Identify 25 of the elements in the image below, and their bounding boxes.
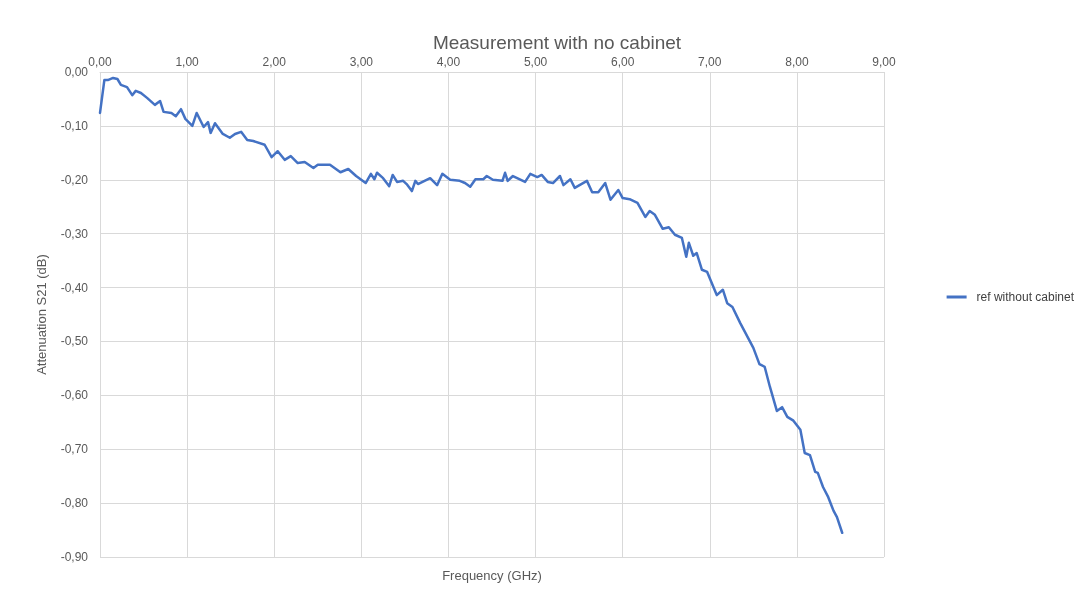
x-tick-label: 4,00: [436, 55, 461, 69]
y-tick-label: -0,90: [60, 550, 89, 564]
y-tick-label: -0,40: [60, 280, 89, 295]
chart-title: Measurement with no cabinet: [432, 32, 682, 53]
x-axis-title: Frequency (GHz): [442, 567, 542, 583]
y-tick-label: -0,80: [60, 496, 89, 511]
x-tick-label: 6,00: [610, 55, 635, 69]
y-tick-label: -0,10: [60, 118, 89, 133]
x-tick-label: 0,00: [88, 55, 112, 69]
line-series: [98, 76, 844, 534]
x-tick-label: 5,00: [523, 55, 548, 69]
y-tick-label: -0,30: [60, 226, 89, 241]
y-tick-label: -0,20: [60, 172, 89, 187]
y-tick-label: 0,00: [64, 65, 89, 79]
legend-label: ref without cabinet: [976, 290, 1075, 304]
y-axis-title: Attenuation S21 (dB): [34, 254, 49, 375]
x-tick-label: 9,00: [872, 55, 896, 69]
x-tick-label: 1,00: [175, 55, 200, 69]
y-tick-label: -0,70: [60, 442, 89, 457]
y-tick-label: -0,60: [60, 388, 89, 403]
x-tick-label: 3,00: [349, 55, 374, 69]
x-tick-label: 7,00: [698, 55, 722, 69]
x-tick-label: 2,00: [262, 55, 287, 69]
y-tick-label: -0,50: [60, 334, 89, 349]
x-tick-label: 8,00: [785, 55, 809, 69]
